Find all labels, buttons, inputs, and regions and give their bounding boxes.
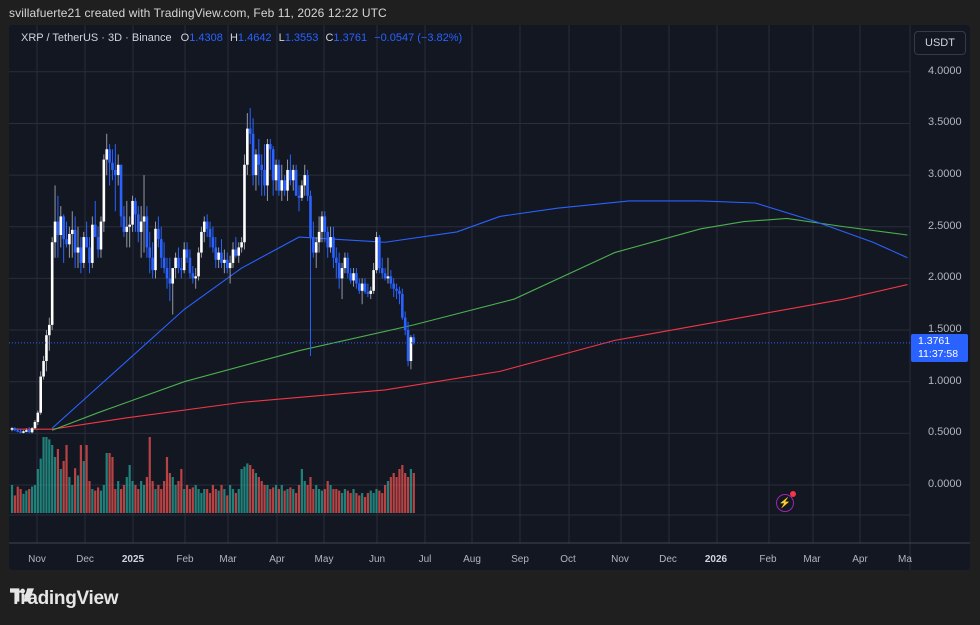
current-price-tag: 1.3761 11:37:58	[911, 334, 968, 362]
price-axis-label: 3.0000	[928, 168, 962, 181]
time-axis-label: 2026	[704, 554, 728, 565]
close-label: C	[325, 32, 334, 44]
time-axis-label: Mar	[803, 554, 821, 565]
currency-button[interactable]: USDT	[914, 31, 966, 55]
time-axis-label: Dec	[76, 554, 94, 565]
low-label: L	[278, 32, 285, 44]
price-axis-label: 2.5000	[928, 219, 962, 232]
time-axis-label: Apr	[852, 554, 868, 565]
time-axis-label: Jul	[418, 554, 432, 565]
time-axis-label: Aug	[463, 554, 481, 565]
time-axis-label: Feb	[176, 554, 194, 565]
lightning-alert-icon[interactable]: ⚡	[776, 494, 794, 512]
price-axis-label: 0.0000	[928, 478, 962, 490]
chart-frame[interactable]: XRP / TetherUS · 3D · Binance O1.4308 H1…	[9, 25, 970, 570]
tradingview-logo[interactable]: TradingView	[10, 588, 119, 610]
time-axis-label: Jun	[368, 554, 386, 565]
current-price: 1.3761	[918, 335, 951, 347]
symbol-legend: XRP / TetherUS · 3D · Binance O1.4308 H1…	[21, 32, 462, 44]
time-axis-label: Dec	[659, 554, 677, 565]
price-axis-label: 2.0000	[928, 271, 962, 284]
bar-countdown: 11:37:58	[918, 348, 959, 360]
open-value: 1.4308	[189, 32, 223, 44]
price-chart-canvas[interactable]	[9, 25, 970, 570]
price-axis-label: 1.5000	[928, 323, 962, 336]
time-axis-label: Nov	[28, 554, 46, 565]
tradingview-logo-text: TradingView	[10, 588, 119, 609]
time-axis-label: Apr	[269, 554, 285, 565]
time-axis-label: Feb	[759, 554, 777, 565]
open-label: O	[180, 32, 190, 44]
change-value: −0.0547 (−3.82%)	[374, 32, 463, 44]
price-axis-label: 1.0000	[928, 374, 962, 387]
time-axis-label: May	[314, 554, 334, 565]
notification-dot	[790, 491, 796, 497]
time-axis-label: Nov	[611, 554, 629, 565]
symbol-label[interactable]: XRP / TetherUS · 3D · Binance	[21, 32, 172, 44]
low-value: 1.3553	[284, 32, 319, 44]
price-axis-label: 3.5000	[928, 116, 962, 129]
high-label: H	[229, 32, 238, 44]
chart-caption: svillafuerte21 created with TradingView.…	[9, 6, 387, 20]
time-axis-label: 2025	[121, 554, 145, 565]
price-axis-label: 0.5000	[928, 426, 962, 439]
price-axis-label: 4.0000	[928, 64, 962, 77]
time-axis-label: Oct	[560, 554, 576, 565]
time-axis-label: Ma	[898, 554, 912, 565]
time-axis-label: Sep	[511, 554, 529, 565]
high-value: 1.4642	[237, 32, 272, 44]
close-value: 1.3761	[333, 32, 368, 44]
time-axis-label: Mar	[219, 554, 237, 565]
tradingview-logo-icon	[10, 588, 34, 602]
